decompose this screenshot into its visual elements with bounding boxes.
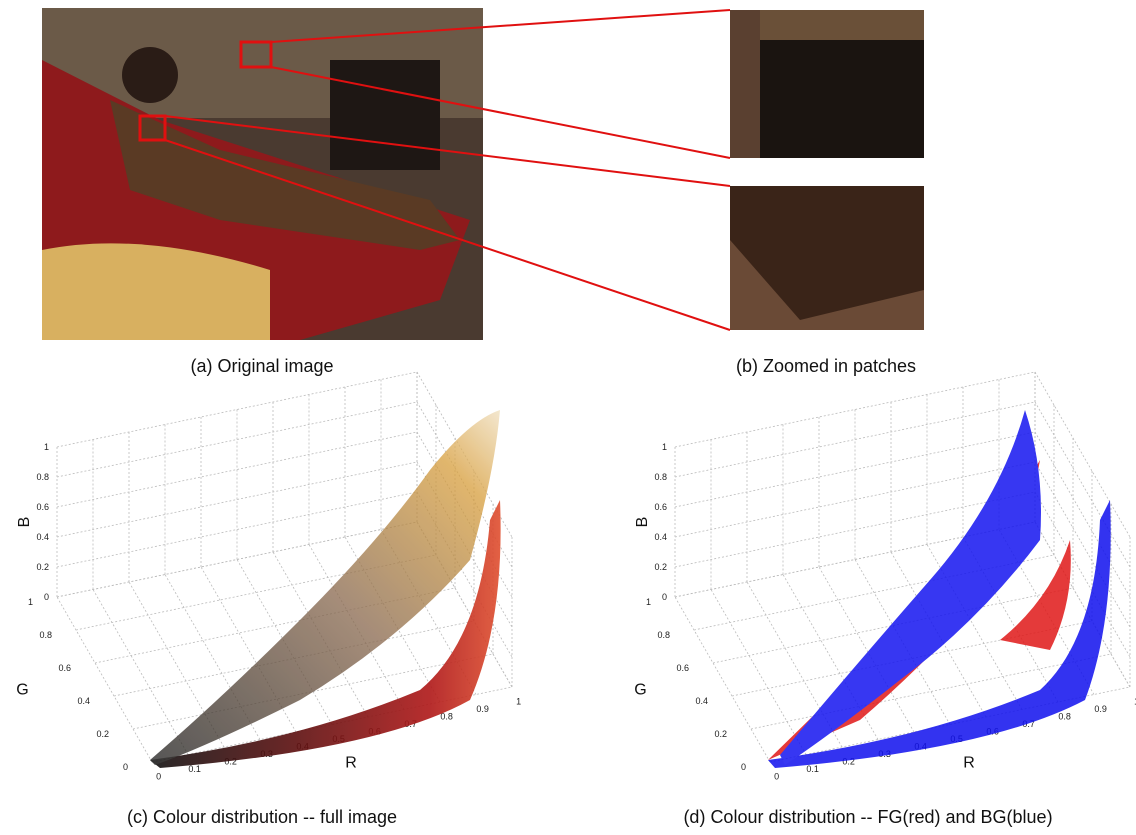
g-tick-label: 0 xyxy=(741,762,746,772)
g-tick-label: 0.4 xyxy=(77,696,90,706)
g-tick-label: 1 xyxy=(28,597,33,607)
b-tick-label: 0.8 xyxy=(36,472,49,482)
b-tick-label: 1 xyxy=(44,442,49,452)
b-tick-label: 1 xyxy=(662,442,667,452)
b-tick-label: 0.2 xyxy=(36,562,49,572)
y-axis-label: G xyxy=(634,682,646,699)
b-tick-label: 0.6 xyxy=(36,502,49,512)
b-tick-label: 0.4 xyxy=(36,532,49,542)
g-tick-label: 0.6 xyxy=(676,663,689,673)
y-axis-label: G xyxy=(16,682,28,699)
b-tick-label: 0 xyxy=(44,592,49,602)
r-tick-label: 0 xyxy=(774,772,779,782)
g-tick-label: 0.8 xyxy=(39,630,52,640)
caption: (b) Zoomed in patches xyxy=(736,356,916,376)
b-tick-label: 0.6 xyxy=(654,502,667,512)
g-tick-label: 1 xyxy=(646,597,651,607)
caption: (a) Original image xyxy=(190,356,333,376)
g-tick-label: 0.8 xyxy=(657,630,670,640)
r-tick-label: 1 xyxy=(516,697,521,707)
r-tick-label: 0.9 xyxy=(1094,704,1107,714)
g-tick-label: 0.2 xyxy=(96,729,109,739)
z-axis-label: B xyxy=(634,517,651,528)
zoom-patches xyxy=(730,10,924,330)
grid-line xyxy=(1035,402,1130,567)
grid-line xyxy=(1035,432,1130,597)
figure: B G R 1 0.8 0.6 0.4 0.2 0 1 0.8 0.6 0.4 0.2 0 1 0.9 0.8 0.… xyxy=(0,0,1136,835)
r-tick-label: 0.1 xyxy=(188,764,201,774)
caption: (d) Colour distribution -- FG(red) and B… xyxy=(683,807,1052,827)
x-axis-label: R xyxy=(963,755,975,772)
r-tick-label: 0.9 xyxy=(476,704,489,714)
b-tick-label: 0.2 xyxy=(654,562,667,572)
z-axis-label: B xyxy=(16,517,33,528)
g-tick-label: 0.6 xyxy=(58,663,71,673)
b-tick-label: 0.8 xyxy=(654,472,667,482)
r-tick-label: 0.8 xyxy=(1058,712,1071,722)
g-tick-label: 0.2 xyxy=(714,729,727,739)
r-tick-label: 0.1 xyxy=(806,764,819,774)
b-tick-label: 0.4 xyxy=(654,532,667,542)
page: B G R 1 0.8 0.6 0.4 0.2 0 1 0.8 0.6 0.4 0.2 0 1 0.9 0.8 0.… xyxy=(0,0,1136,835)
original-photo xyxy=(42,8,483,340)
r-tick-label: 0 xyxy=(156,772,161,782)
b-tick-label: 0 xyxy=(662,592,667,602)
caption: (c) Colour distribution -- full image xyxy=(127,807,397,827)
x-axis-label: R xyxy=(345,755,357,772)
g-tick-label: 0.4 xyxy=(695,696,708,706)
grid-line xyxy=(1035,372,1130,537)
g-tick-label: 0 xyxy=(123,762,128,772)
